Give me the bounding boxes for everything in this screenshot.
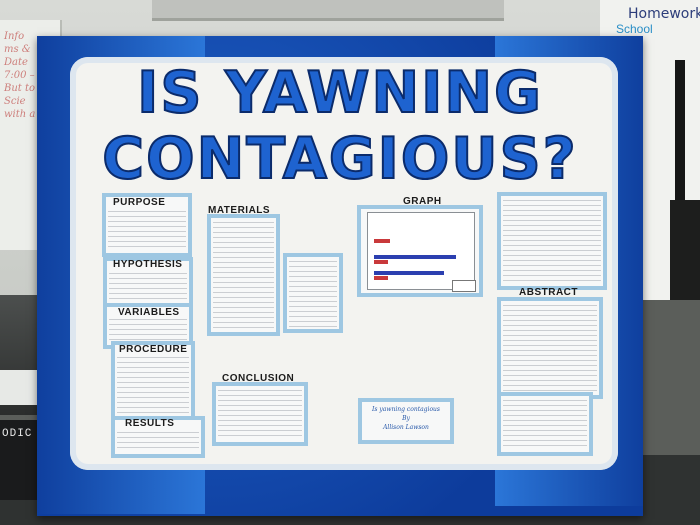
materials-label: MATERIALS: [208, 205, 271, 216]
abstract-card: [497, 297, 603, 399]
graph-label: GRAPH: [403, 196, 442, 207]
graph-plot-area: [367, 212, 475, 290]
abstract-extra-card: [497, 392, 593, 456]
abstract-label: ABSTRACT: [519, 287, 578, 298]
credit-line-2: By: [402, 415, 410, 422]
schedule-label: School: [616, 22, 653, 36]
author-credit: Is yawning contagious By Allison Lawson: [362, 401, 450, 445]
title-line-2: CONTAGIOUS?: [101, 125, 578, 193]
hypothesis-card: [103, 257, 193, 307]
conclusion-label: CONCLUSION: [222, 373, 295, 384]
board-title: IS YAWNING CONTAGIOUS?: [100, 59, 580, 193]
equipment-pole: [675, 60, 685, 290]
materials-card-2: [283, 253, 343, 333]
credit-line-3: Allison Lawson: [383, 424, 429, 431]
purpose-label: PURPOSE: [113, 197, 166, 208]
credit-line-1: Is yawning contagious: [372, 406, 440, 413]
credit-card: [358, 398, 454, 444]
conclusion-card: [212, 382, 308, 446]
procedure-card: [111, 341, 195, 421]
results-label: RESULTS: [125, 418, 175, 429]
homework-sign: Homework: [628, 6, 700, 22]
hypothesis-label: HYPOTHESIS: [113, 259, 183, 270]
graph-legend: [452, 280, 476, 292]
graph-bar-blue-1: [374, 255, 456, 259]
report-page-card: [497, 192, 607, 290]
equipment-box: [670, 200, 700, 300]
title-line-1: IS YAWNING: [136, 59, 543, 127]
graph-bar-red-2: [374, 260, 388, 264]
procedure-label: PROCEDURE: [119, 344, 188, 355]
results-card: [111, 416, 205, 458]
purpose-card: [102, 193, 192, 257]
graph-bar-red-3: [374, 276, 388, 280]
graph-bar-red-1: [374, 239, 390, 243]
materials-card-1: [207, 214, 280, 336]
variables-label: VARIABLES: [118, 307, 180, 318]
graph-bar-blue-2: [374, 271, 444, 275]
air-vent: [152, 0, 504, 21]
